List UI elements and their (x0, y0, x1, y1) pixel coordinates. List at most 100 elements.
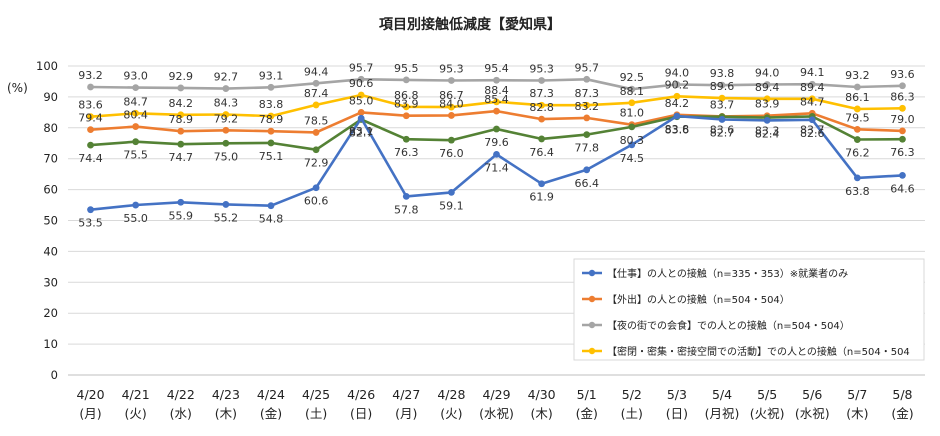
data-label: 76.0 (439, 147, 464, 160)
data-point (357, 114, 365, 122)
data-point (718, 94, 726, 102)
x-tick-weekday: (月) (79, 406, 101, 421)
data-label: 87.3 (529, 87, 554, 100)
data-label: 55.0 (123, 212, 148, 225)
data-label: 74.4 (78, 152, 103, 165)
legend-box (573, 258, 925, 361)
legend-label: 【夜の街での会食】での人との接触（n=504・504） (607, 319, 850, 332)
data-point (718, 81, 726, 89)
x-tick-weekday: (金) (260, 406, 282, 421)
data-point (447, 77, 455, 84)
data-label: 95.7 (574, 61, 599, 74)
data-point (87, 83, 94, 91)
y-tick-label: 90 (43, 90, 58, 104)
data-label: 86.1 (845, 91, 870, 104)
data-point (222, 85, 230, 92)
data-label: 83.6 (710, 124, 735, 137)
data-point (87, 141, 94, 149)
data-point (763, 95, 771, 103)
data-label: 88.4 (484, 84, 509, 97)
x-tick-date: 5/1 (577, 387, 597, 402)
data-label: 78.9 (259, 113, 284, 126)
data-point (267, 202, 275, 210)
data-label: 84.2 (665, 97, 690, 110)
x-tick-date: 5/3 (667, 387, 687, 402)
data-label: 89.4 (755, 81, 780, 94)
data-label: 94.0 (755, 67, 780, 80)
data-point (493, 125, 500, 133)
x-tick-weekday: (日) (666, 406, 688, 421)
data-label: 79.6 (484, 136, 509, 149)
legend-marker (588, 321, 596, 329)
data-point (132, 84, 140, 92)
x-tick-date: 4/23 (212, 387, 240, 402)
data-label: 87.4 (304, 87, 329, 100)
data-label: 82.7 (349, 126, 374, 139)
data-point (853, 125, 861, 133)
data-label: 83.7 (800, 123, 825, 136)
chart-title: 項目別接触低減度【愛知県】 (379, 16, 561, 33)
data-point (402, 112, 410, 120)
data-label: 61.9 (529, 191, 554, 204)
data-point (87, 206, 94, 214)
data-label: 66.4 (574, 177, 599, 190)
x-tick-weekday: (木) (215, 406, 237, 421)
x-tick-weekday: (木) (846, 406, 868, 421)
data-label: 95.4 (484, 62, 509, 75)
x-tick-date: 4/26 (347, 387, 375, 402)
data-point (132, 201, 140, 209)
data-label: 59.1 (439, 199, 464, 212)
data-label: 83.2 (574, 100, 599, 113)
x-tick-weekday: (火祝) (750, 406, 785, 421)
data-label: 92.9 (169, 70, 194, 83)
data-point (447, 103, 455, 111)
data-label: 76.2 (845, 147, 870, 160)
data-label: 74.7 (169, 151, 194, 164)
y-tick-label: 0 (51, 368, 58, 382)
data-point (402, 103, 410, 111)
y-tick-label: 40 (43, 244, 58, 258)
data-label: 64.6 (890, 182, 915, 195)
x-tick-date: 5/7 (847, 387, 867, 402)
data-point (853, 83, 861, 91)
data-point (177, 140, 185, 148)
x-tick-weekday: (月祝) (705, 406, 740, 421)
data-point (808, 116, 816, 124)
y-tick-label: 100 (36, 59, 58, 73)
x-tick-weekday: (土) (305, 406, 327, 421)
data-point (899, 171, 906, 179)
data-label: 88.1 (620, 85, 645, 98)
data-point (447, 112, 455, 119)
data-point (899, 104, 906, 112)
legend-label: 【密閉・密集・密接空間での活動】での人との接触（n=504・504 (607, 345, 910, 358)
data-label: 90.6 (349, 77, 374, 90)
y-tick-label: 20 (43, 306, 58, 320)
data-label: 93.0 (123, 70, 148, 83)
x-tick-weekday: (水祝) (795, 406, 830, 421)
data-label: 78.9 (169, 113, 194, 126)
data-label: 82.6 (800, 127, 825, 140)
data-point (267, 139, 275, 147)
x-tick-weekday: (土) (621, 406, 643, 421)
data-point (312, 79, 320, 87)
data-label: 84.7 (800, 95, 825, 108)
data-point (493, 150, 500, 158)
data-point (808, 80, 816, 88)
data-point (357, 91, 365, 99)
data-label: 84.0 (439, 97, 464, 110)
data-point (177, 84, 185, 92)
data-label: 83.8 (259, 98, 284, 111)
data-point (673, 92, 681, 100)
data-point (222, 139, 230, 147)
data-point (538, 77, 546, 84)
legend-marker (588, 269, 596, 277)
data-point (763, 116, 771, 124)
data-label: 81.0 (620, 107, 645, 120)
data-label: 95.3 (529, 63, 554, 76)
data-label: 93.1 (259, 69, 284, 82)
legend-marker (588, 295, 596, 303)
data-label: 95.5 (394, 62, 419, 75)
data-label: 76.3 (890, 146, 915, 159)
data-label: 83.1 (349, 125, 374, 138)
data-point (402, 135, 410, 143)
